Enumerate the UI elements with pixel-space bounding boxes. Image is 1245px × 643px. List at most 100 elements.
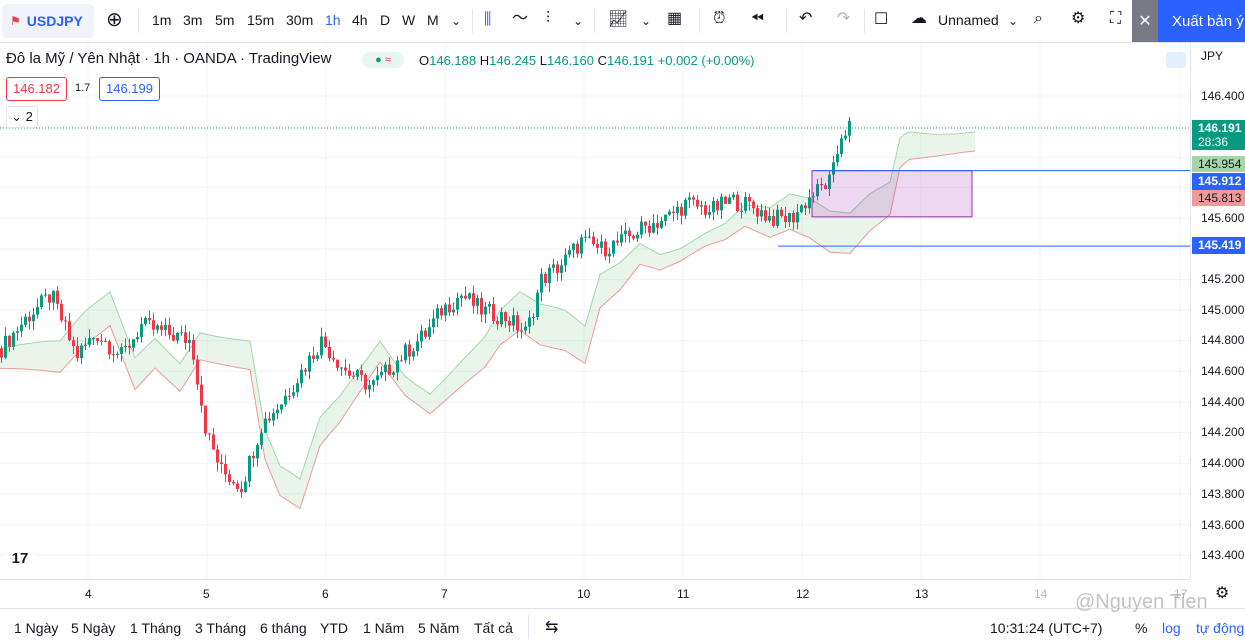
candle-body <box>624 230 627 235</box>
cloud-icon[interactable]: ☁︎ <box>911 10 927 27</box>
candle-body <box>572 243 575 251</box>
range-1d[interactable]: 1 Ngày <box>14 620 59 636</box>
log-toggle[interactable]: log <box>1162 620 1181 636</box>
range-6m[interactable]: 6 tháng <box>260 620 307 636</box>
price-label: 146.400 <box>1201 89 1245 103</box>
bars-icon[interactable]: ⫶ <box>546 10 551 27</box>
chevron-down-icon[interactable]: ⌄ <box>641 14 652 28</box>
candle-body <box>564 254 567 266</box>
candle-body <box>504 312 507 322</box>
range-5d[interactable]: 5 Ngày <box>71 620 116 636</box>
candle-body <box>256 444 259 459</box>
divider <box>594 9 595 33</box>
range-5y[interactable]: 5 Năm <box>418 620 460 636</box>
alert-icon[interactable]: ⏰︎ <box>713 10 726 27</box>
range-1m[interactable]: 1 Tháng <box>130 620 182 636</box>
interval-4h[interactable]: 4h <box>352 12 368 28</box>
candle-body <box>24 316 27 325</box>
fullscreen-icon[interactable]: ⛶ <box>1110 10 1122 27</box>
indicators-icon[interactable]: 📈︎ <box>608 11 629 28</box>
chevron-down-icon: ⌄ <box>11 109 23 124</box>
layout-name[interactable]: Unnamed <box>938 12 999 28</box>
undo-icon[interactable]: ↶ <box>799 10 813 27</box>
candle-body <box>240 489 243 493</box>
auto-scale-toggle[interactable]: tự động <box>1196 620 1245 636</box>
line-chart-icon[interactable]: 〜 <box>512 10 529 27</box>
candle-body <box>0 348 3 358</box>
candle-body <box>840 138 843 155</box>
indicators-toggle[interactable]: ⌄ 2 <box>6 106 38 128</box>
clock-display[interactable]: 10:31:24 (UTC+7) <box>990 620 1103 636</box>
candle-body <box>596 244 599 248</box>
candle-body <box>304 369 307 372</box>
symbol-search-button[interactable]: ⚑ USDJPY <box>2 4 94 38</box>
templates-icon[interactable]: ▦ <box>667 10 683 27</box>
candle-body <box>612 240 615 254</box>
chevron-down-icon[interactable]: ⌄ <box>451 14 462 28</box>
candle-body <box>112 354 115 356</box>
range-ytd[interactable]: YTD <box>320 620 348 636</box>
candle-body <box>64 320 67 322</box>
candle-body <box>584 236 587 238</box>
goto-date-icon[interactable]: ⇆ <box>545 619 559 636</box>
candle-body <box>352 375 355 377</box>
price-label: 143.800 <box>1201 487 1245 501</box>
chevron-down-icon[interactable]: ⌄ <box>1008 14 1019 28</box>
candle-body <box>476 298 479 306</box>
candle-body <box>808 197 811 209</box>
open-value: 146.188 <box>429 53 477 68</box>
candle-body <box>288 395 291 397</box>
candle-body <box>72 340 75 347</box>
compare-add-icon[interactable]: ⊕ <box>106 9 123 31</box>
candle-body <box>760 210 763 217</box>
interval-30m[interactable]: 30m <box>286 12 314 28</box>
screenshot-icon[interactable] <box>1166 52 1186 68</box>
range-1y[interactable]: 1 Năm <box>363 620 405 636</box>
redo-icon[interactable]: ↷ <box>837 10 851 27</box>
candles-icon[interactable]: ⫼ <box>484 11 492 28</box>
candle-body <box>652 223 655 233</box>
gear-icon[interactable]: ⚙ <box>1071 10 1086 27</box>
currency-label[interactable]: JPY <box>1201 49 1224 63</box>
interval-m[interactable]: M <box>427 12 439 28</box>
percent-toggle[interactable]: % <box>1135 620 1148 636</box>
candle-body <box>444 304 447 316</box>
range-3m[interactable]: 3 Tháng <box>195 620 247 636</box>
time-label: 17 <box>1174 587 1188 601</box>
interval-3m[interactable]: 3m <box>183 12 203 28</box>
candle-body <box>728 197 731 204</box>
candle-body <box>704 205 707 215</box>
replay-icon[interactable]: ⏪︎ <box>751 10 764 27</box>
close-panel-button[interactable]: ✕ <box>1132 0 1158 42</box>
sell-price-button[interactable]: 146.182 <box>6 77 67 101</box>
time-axis[interactable]: 4 5 6 7 10 11 12 13 14 17 <box>0 579 1190 608</box>
candle-body <box>340 367 343 369</box>
time-label: 13 <box>915 587 929 601</box>
interval-5m[interactable]: 5m <box>215 12 235 28</box>
time-label: 4 <box>85 587 92 601</box>
candle-body <box>568 250 571 255</box>
interval-w[interactable]: W <box>402 12 416 28</box>
interval-d[interactable]: D <box>380 12 391 28</box>
publish-idea-button[interactable]: Xuất bản ý <box>1158 0 1245 42</box>
chevron-down-icon[interactable]: ⌄ <box>573 14 584 28</box>
range-all[interactable]: Tất cả <box>474 620 513 636</box>
zone-top-tag: 145.912 <box>1192 173 1245 190</box>
divider <box>472 9 473 33</box>
candle-body <box>60 303 63 321</box>
interval-1m[interactable]: 1m <box>152 12 172 28</box>
candle-body <box>284 395 287 405</box>
interval-15m[interactable]: 15m <box>247 12 275 28</box>
price-label: 145.600 <box>1201 211 1245 225</box>
candle-body <box>244 481 247 493</box>
candle-body <box>736 194 739 212</box>
buy-price-button[interactable]: 146.199 <box>99 77 160 101</box>
search-icon[interactable]: ⌕ <box>1034 10 1043 27</box>
interval-1h[interactable]: 1h <box>325 12 341 28</box>
axis-settings-gear-icon[interactable]: ⚙ <box>1215 585 1230 602</box>
divider <box>786 9 787 33</box>
fullscreen-box-icon[interactable]: ☐ <box>874 11 889 28</box>
candle-body <box>192 339 195 360</box>
price-chart[interactable] <box>0 43 1190 579</box>
candle-body <box>324 336 327 347</box>
